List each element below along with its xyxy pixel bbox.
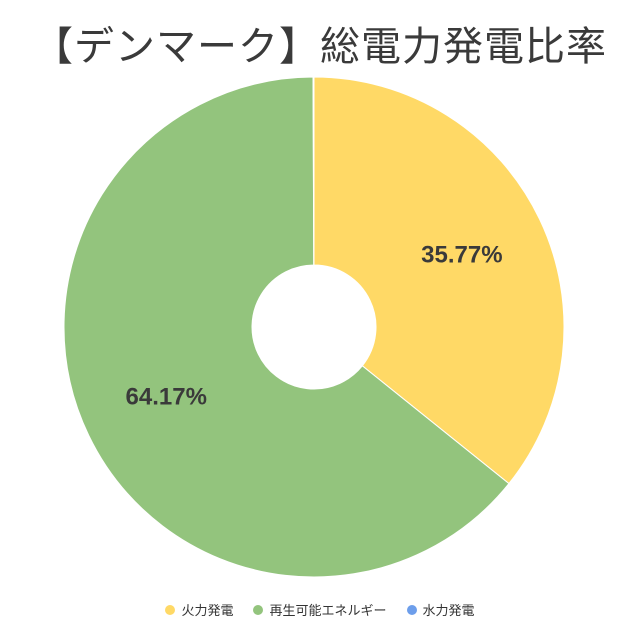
legend-label-1: 火力発電 [181, 604, 234, 619]
legend-item-3: 水力発電 [406, 600, 475, 619]
pie-slice-3 [312, 76, 315, 266]
legend-swatch-1 [165, 604, 176, 615]
data-label-2: 64.17% [126, 384, 207, 411]
chart-title: 【デンマーク】総電力発電比率 [33, 24, 607, 70]
pie-slice-1 [313, 76, 565, 485]
legend-label-3: 水力発電 [422, 604, 475, 619]
legend-label-2: 再生可能エネルギー [269, 604, 387, 619]
legend-item-1: 火力発電 [165, 600, 233, 619]
pie-slice-2 [63, 76, 510, 578]
legend-swatch-2 [253, 604, 264, 615]
legend-item-2: 再生可能エネルギー [253, 600, 387, 619]
legend-swatch-3 [406, 604, 417, 615]
chart-legend: 火力発電 再生可能エネルギー 水力発電 [0, 600, 640, 619]
data-label-1: 35.77% [421, 241, 502, 268]
